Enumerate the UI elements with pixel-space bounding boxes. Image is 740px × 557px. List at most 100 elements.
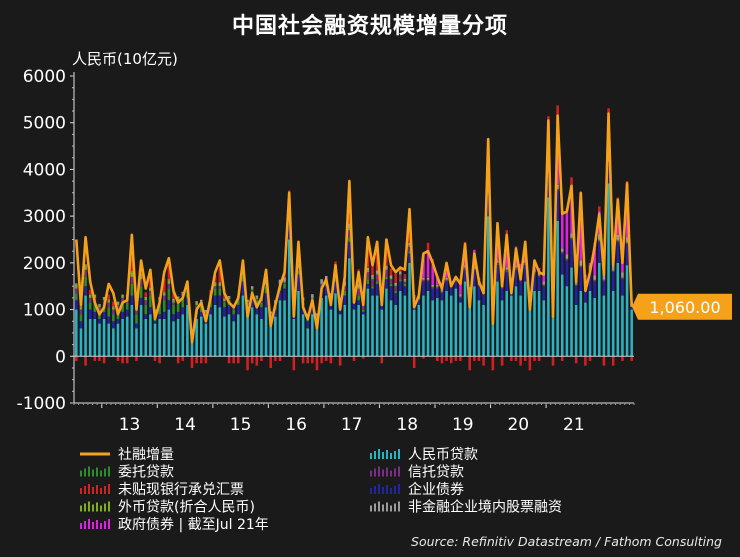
bar-equity <box>315 313 319 317</box>
bar-rmb_loans <box>200 316 203 357</box>
bar-equity <box>130 271 134 273</box>
bar-entrusted <box>172 304 175 315</box>
bar-equity <box>107 299 110 301</box>
legend-swatch-trust <box>374 468 376 477</box>
bar-rmb_loans <box>394 304 397 357</box>
bar-entrusted <box>167 288 171 301</box>
bar-trust <box>84 269 87 277</box>
bar-bankers_acceptance <box>436 356 439 361</box>
bar-rmb_loans <box>371 295 374 357</box>
bar-trust <box>560 252 564 254</box>
value-badge <box>638 293 732 320</box>
bar-bankers_acceptance <box>584 356 587 366</box>
bar-equity <box>426 277 430 280</box>
bar-rmb_loans <box>607 183 610 357</box>
bar-rmb_loans <box>463 281 467 357</box>
bar-corporate_bonds <box>241 281 245 296</box>
bar-fx_loans <box>616 239 620 241</box>
bar-entrusted <box>375 281 379 284</box>
bar-rmb_loans <box>445 290 448 357</box>
bar-trust <box>366 272 370 280</box>
bar-rmb_loans <box>403 295 407 357</box>
bar-corporate_bonds <box>547 174 550 198</box>
bar-trust <box>250 289 254 291</box>
bar-fx_loans <box>468 288 471 290</box>
bar-rmb_loans <box>84 295 87 357</box>
bar-corporate_bonds <box>616 241 620 263</box>
bar-corporate_bonds <box>454 281 458 289</box>
x-tick-label: 15 <box>230 415 252 435</box>
bar-rmb_loans <box>348 258 351 357</box>
bar-bankers_acceptance <box>306 356 309 364</box>
bar-trust <box>611 270 615 273</box>
bar-entrusted <box>213 288 217 296</box>
total-line <box>75 112 633 344</box>
bar-rmb_loans <box>519 295 522 357</box>
bar-equity <box>394 282 397 286</box>
bar-entrusted <box>297 269 300 275</box>
legend-label-bankers_acceptance: 未贴现银行承兑汇票 <box>118 482 244 498</box>
bar-corporate_bonds <box>130 295 134 305</box>
bar-fx_loans <box>102 297 106 301</box>
bar-fx_loans <box>167 280 171 284</box>
bar-equity <box>311 294 314 298</box>
bar-fx_loans <box>523 261 527 263</box>
bar-rmb_loans <box>496 281 499 357</box>
bar-trust <box>473 268 476 270</box>
bar-rmb_loans <box>551 314 555 357</box>
legend-swatch-bankers_acceptance <box>88 484 90 494</box>
bar-rmb_loans <box>486 216 490 357</box>
legend-swatch-trust <box>386 467 388 477</box>
bar-fx_loans <box>542 283 546 285</box>
bar-rmb_loans <box>584 302 587 357</box>
bar-fx_loans <box>218 283 222 287</box>
bar-bankers_acceptance <box>125 356 129 364</box>
bar-corporate_bonds <box>186 297 189 305</box>
bar-rmb_loans <box>611 290 615 357</box>
bar-fx_loans <box>607 159 610 162</box>
bar-corporate_bonds <box>88 309 92 319</box>
bar-equity <box>75 283 78 285</box>
bar-trust <box>593 280 596 282</box>
legend-label-total: 社融增量 <box>118 447 174 463</box>
bar-corporate_bonds <box>167 300 171 310</box>
bar-trust <box>204 312 208 315</box>
bar-trust <box>598 240 601 242</box>
bar-rmb_loans <box>477 300 481 357</box>
bar-equity <box>598 234 601 240</box>
bar-rmb_loans <box>172 321 175 357</box>
bar-trust <box>213 286 217 289</box>
bar-corporate_bonds <box>574 286 578 305</box>
bar-equity <box>565 254 569 259</box>
bar-corporate_bonds <box>514 269 518 287</box>
legend-swatch-equity <box>370 505 372 512</box>
bar-rmb_loans <box>422 295 425 357</box>
legend-swatch-entrusted <box>108 466 110 477</box>
bar-trust <box>116 304 120 310</box>
bar-gov_bonds <box>588 262 592 266</box>
bar-entrusted <box>237 300 240 305</box>
legend-swatch-equity <box>386 502 388 512</box>
bar-rmb_loans <box>315 323 319 357</box>
x-tick-label: 21 <box>563 415 585 435</box>
bar-entrusted <box>135 314 138 324</box>
bar-rmb_loans <box>630 309 633 357</box>
bar-corporate_bonds <box>537 276 541 291</box>
bar-rmb_loans <box>528 309 532 357</box>
bar-rmb_loans <box>227 314 231 357</box>
bar-rmb_loans <box>107 323 110 357</box>
bar-rmb_loans <box>408 262 411 357</box>
bar-corporate_bonds <box>403 286 407 296</box>
bar-trust <box>496 262 499 266</box>
bar-bankers_acceptance <box>130 257 134 272</box>
bar-fx_loans <box>431 286 434 288</box>
bar-bankers_acceptance <box>440 356 444 364</box>
bar-fx_loans <box>311 297 314 299</box>
bar-bankers_acceptance <box>482 356 485 366</box>
bar-trust <box>440 291 444 294</box>
bar-rmb_loans <box>523 281 527 357</box>
bar-rmb_loans <box>130 304 134 357</box>
bar-rmb_loans <box>565 286 569 357</box>
bar-rmb_loans <box>459 302 462 357</box>
